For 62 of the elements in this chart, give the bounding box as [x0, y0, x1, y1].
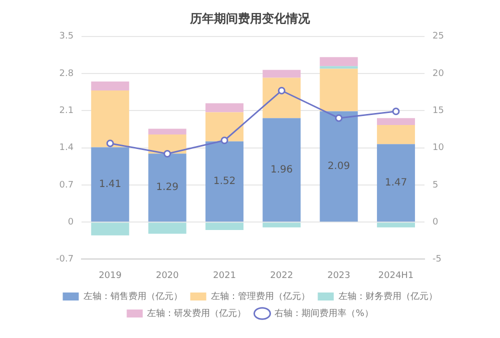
- legend-label: 右轴：期间费用率（%）: [274, 308, 374, 319]
- bar: [262, 70, 301, 78]
- legend-label: 左轴：研发费用（亿元）: [147, 308, 246, 319]
- x-tick-label: 2022: [270, 270, 294, 281]
- y-tick-label: 2.1: [59, 106, 74, 116]
- bar: [320, 57, 358, 66]
- bar: [320, 68, 358, 112]
- point: [106, 140, 114, 148]
- bar: [148, 222, 186, 234]
- data-label: 1.96: [270, 164, 293, 176]
- bar: [205, 103, 244, 112]
- data-label: 1.52: [213, 176, 236, 188]
- bar: [376, 222, 415, 228]
- point: [164, 150, 172, 158]
- bar: [376, 118, 415, 125]
- x-tick-label: 2019: [98, 270, 122, 281]
- y-tick-label: 1.4: [59, 143, 74, 154]
- data-label: 1.41: [99, 179, 122, 190]
- y-tick-label: -0.7: [56, 254, 74, 265]
- point: [278, 86, 286, 94]
- point: [220, 136, 228, 144]
- y-tick-label: 2.8: [59, 68, 74, 79]
- x-tick-label: 2024H1: [378, 270, 414, 281]
- bar: [262, 78, 301, 118]
- bar: [262, 222, 301, 228]
- point: [335, 114, 343, 122]
- y2-tick-label: 0: [432, 217, 439, 228]
- bar: [320, 111, 358, 222]
- y-tick-label: 0.7: [59, 180, 74, 190]
- bar: [376, 124, 415, 144]
- y2-tick-label: 25: [432, 32, 444, 42]
- y2-tick-label: 5: [432, 180, 438, 190]
- bar: [205, 222, 244, 230]
- legend-label: 左轴：销售费用（亿元）: [83, 290, 182, 302]
- data-label: 2.09: [328, 160, 350, 172]
- bar: [91, 90, 130, 148]
- bar: [205, 112, 244, 142]
- bar: [91, 222, 130, 236]
- y2-tick-label: -5: [432, 254, 442, 265]
- y-tick-label: 3.5: [59, 32, 74, 42]
- bar: [148, 134, 186, 154]
- bar: [91, 81, 130, 91]
- data-label: 1.47: [384, 177, 408, 188]
- bar: [376, 144, 415, 222]
- x-tick-label: 2023: [327, 270, 350, 281]
- y-tick-label: 0: [68, 217, 74, 228]
- legend-label: 左轴：财务费用（亿元）: [338, 290, 438, 302]
- bar: [148, 154, 186, 222]
- y2-tick-label: 10: [432, 143, 444, 154]
- bar: [91, 147, 130, 222]
- y2-tick-label: 20: [432, 68, 444, 79]
- chart-title: 历年期间费用变化情况: [189, 11, 311, 26]
- x-tick-label: 2021: [213, 270, 236, 281]
- x-tick-label: 2020: [156, 270, 180, 281]
- bar: [148, 128, 186, 135]
- y2-tick-label: 15: [432, 106, 444, 116]
- legend-label: 左轴：管理费用（亿元）: [210, 290, 310, 302]
- bar: [320, 66, 358, 69]
- data-label: 1.29: [156, 182, 178, 194]
- bar: [262, 118, 301, 222]
- point: [392, 108, 400, 116]
- bar: [205, 141, 244, 222]
